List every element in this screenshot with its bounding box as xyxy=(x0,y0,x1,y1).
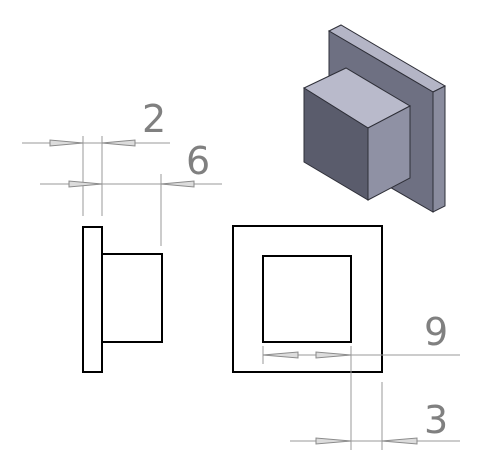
boss-right-face xyxy=(367,105,411,201)
plate-right-face xyxy=(432,85,446,213)
inner-square xyxy=(262,255,352,343)
side-view xyxy=(82,226,163,373)
dimension-arrow xyxy=(262,351,299,359)
dimension-boss-length: 6 xyxy=(40,139,222,246)
dimension-arrow xyxy=(49,139,84,147)
outer-square xyxy=(232,225,383,373)
dimension-arrow xyxy=(381,437,418,445)
dimension-arrow xyxy=(315,351,352,359)
boss-outline xyxy=(101,253,163,343)
dimension-value: 9 xyxy=(424,310,448,354)
dimension-arrow xyxy=(68,180,103,188)
dimension-arrow xyxy=(160,180,195,188)
isometric-view xyxy=(302,24,447,213)
dimension-value: 3 xyxy=(424,398,448,442)
dimension-arrow xyxy=(315,437,352,445)
flange-outline xyxy=(82,226,103,373)
front-view xyxy=(232,225,383,373)
dimension-flange-thickness: 2 xyxy=(22,97,170,216)
dimension-value: 2 xyxy=(142,97,166,141)
dimension-arrow xyxy=(101,139,136,147)
dimension-wall-thickness: 3 xyxy=(290,382,460,450)
dimension-value: 6 xyxy=(186,139,210,183)
dimension-boss-width: 9 xyxy=(262,310,460,450)
